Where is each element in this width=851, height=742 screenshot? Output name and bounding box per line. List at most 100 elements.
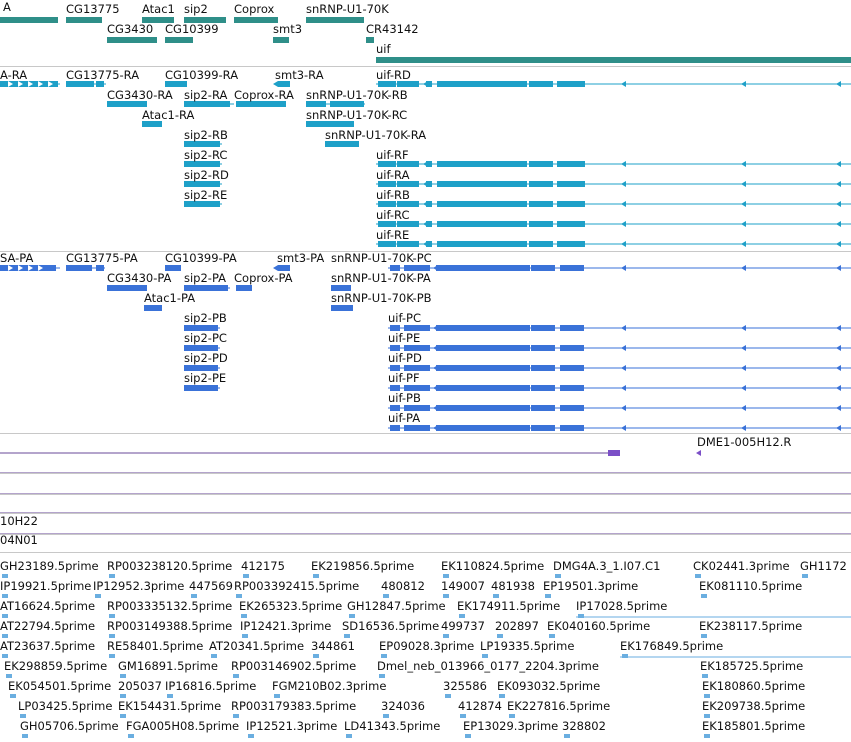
- est-feature[interactable]: [167, 694, 173, 698]
- protein-uif-exon[interactable]: [436, 405, 442, 411]
- protein-uif-exon[interactable]: [531, 425, 555, 431]
- transcript-uif-strand-arrow[interactable]: [423, 161, 428, 167]
- est-label[interactable]: GH12847.5prime: [347, 599, 446, 613]
- transcript-label[interactable]: snRNP-U1-70K-RB: [306, 88, 408, 102]
- est-label[interactable]: FGA005H08.5prime: [126, 719, 240, 733]
- protein-label[interactable]: uif-PE: [388, 331, 421, 345]
- protein-exon[interactable]: [184, 345, 218, 351]
- transcript-strand-arrow[interactable]: [18, 81, 23, 87]
- protein-label[interactable]: uif-PC: [388, 311, 422, 325]
- transcript-uif-strand-arrow[interactable]: [741, 241, 746, 247]
- protein-exon[interactable]: [165, 265, 181, 271]
- est-label[interactable]: EK174911.5prime: [457, 599, 561, 613]
- protein-uif-exon[interactable]: [436, 325, 442, 331]
- est-label[interactable]: 412175: [241, 559, 285, 573]
- protein-uif-exon[interactable]: [390, 405, 400, 411]
- transcript-uif-strand-arrow[interactable]: [621, 241, 626, 247]
- est-feature[interactable]: [701, 634, 707, 638]
- est-feature[interactable]: [95, 594, 101, 598]
- protein-uif-exon[interactable]: [531, 385, 555, 391]
- transcript-label[interactable]: uif-RB: [376, 188, 410, 202]
- protein-uif-exon[interactable]: [436, 365, 442, 371]
- gene-label[interactable]: CG3430: [107, 22, 154, 36]
- transcript-strand-arrow[interactable]: [273, 81, 278, 87]
- gene-label[interactable]: A: [3, 0, 11, 14]
- protein-uif-exon[interactable]: [390, 385, 400, 391]
- est-feature[interactable]: [109, 574, 115, 578]
- est-feature[interactable]: [802, 574, 808, 578]
- est-feature[interactable]: [564, 734, 570, 738]
- transcript-label[interactable]: sip2-RD: [184, 168, 229, 182]
- est-label[interactable]: 480812: [381, 579, 425, 593]
- transcript-exon[interactable]: [184, 201, 220, 207]
- est-feature[interactable]: [10, 694, 16, 698]
- transcript-label[interactable]: uif-RF: [376, 148, 409, 162]
- est-feature[interactable]: [349, 614, 355, 618]
- transcript-uif-rd-strand-arrow[interactable]: [621, 81, 626, 87]
- est-feature[interactable]: [545, 594, 551, 598]
- est-feature[interactable]: [109, 614, 115, 618]
- protein-uif-exon[interactable]: [560, 425, 584, 431]
- protein-uif-exon[interactable]: [404, 425, 430, 431]
- protein-exon[interactable]: [331, 305, 353, 311]
- gene-label[interactable]: sip2: [184, 2, 208, 16]
- protein-uif-strand-arrow[interactable]: [433, 385, 438, 391]
- protein-exon[interactable]: [107, 285, 147, 291]
- est-feature[interactable]: [704, 694, 710, 698]
- transcript-exon[interactable]: [142, 121, 162, 127]
- est-label[interactable]: EP09028.3prime: [379, 639, 475, 653]
- gene-feature[interactable]: [165, 37, 193, 43]
- est-label[interactable]: RP003238120.5prime: [107, 559, 233, 573]
- protein-exon[interactable]: [184, 325, 218, 331]
- est-label[interactable]: GH1172: [800, 559, 847, 573]
- clone-end-arrow[interactable]: [696, 450, 701, 456]
- est-label[interactable]: EP13029.3prime: [463, 719, 559, 733]
- protein-uif-pc-strand-arrow[interactable]: [433, 265, 438, 271]
- transcript-label[interactable]: uif-RD: [376, 68, 411, 82]
- protein-uif-strand-arrow[interactable]: [836, 345, 841, 351]
- protein-uif-pc-exon[interactable]: [560, 265, 584, 271]
- est-label[interactable]: 447569: [189, 579, 233, 593]
- gene-feature[interactable]: [184, 17, 226, 23]
- est-label[interactable]: LP19335.5prime: [480, 639, 575, 653]
- est-label[interactable]: RP003179383.5prime: [231, 699, 357, 713]
- transcript-exon[interactable]: [184, 101, 230, 107]
- transcript-strand-arrow[interactable]: [38, 81, 43, 87]
- gene-label[interactable]: Atac1: [142, 2, 175, 16]
- transcript-uif-exon[interactable]: [557, 221, 585, 227]
- protein-uif-exon[interactable]: [404, 365, 430, 371]
- protein-label[interactable]: snRNP-U1-70K-PA: [331, 271, 431, 285]
- protein-label[interactable]: Coprox-PA: [234, 271, 293, 285]
- est-feature[interactable]: [482, 654, 488, 658]
- transcript-uif-exon[interactable]: [397, 241, 419, 247]
- transcript-exon[interactable]: [325, 141, 359, 147]
- est-feature[interactable]: [383, 594, 389, 598]
- transcript-uif-exon[interactable]: [437, 181, 527, 187]
- transcript-uif-rd-exon[interactable]: [557, 81, 585, 87]
- protein-uif-pc-exon[interactable]: [390, 265, 400, 271]
- est-feature[interactable]: [465, 734, 471, 738]
- transcript-uif-exon[interactable]: [397, 221, 419, 227]
- transcript-label[interactable]: sip2-RA: [184, 88, 228, 102]
- transcript-label[interactable]: uif-RE: [376, 228, 410, 242]
- protein-uif-exon[interactable]: [531, 405, 555, 411]
- gene-feature[interactable]: [306, 17, 364, 23]
- protein-label[interactable]: SA-PA: [0, 251, 34, 265]
- est-label[interactable]: Dmel_neb_013966_0177_2204.3prime: [377, 659, 599, 673]
- protein-strand-arrow[interactable]: [273, 265, 278, 271]
- est-feature[interactable]: [379, 674, 385, 678]
- transcript-strand-arrow[interactable]: [28, 81, 33, 87]
- est-feature[interactable]: [233, 714, 239, 718]
- clone-label[interactable]: 04N01: [0, 533, 38, 547]
- est-label[interactable]: EK265323.5prime: [239, 599, 343, 613]
- est-feature[interactable]: [241, 614, 247, 618]
- est-label[interactable]: EK185801.5prime: [702, 719, 806, 733]
- est-feature[interactable]: [128, 734, 134, 738]
- est-label[interactable]: EK110824.5prime: [441, 559, 545, 573]
- transcript-uif-strand-arrow[interactable]: [621, 161, 626, 167]
- gene-label[interactable]: smt3: [273, 22, 303, 36]
- est-label[interactable]: 412874: [458, 699, 502, 713]
- protein-uif-strand-arrow[interactable]: [741, 385, 746, 391]
- est-label[interactable]: GM16891.5prime: [118, 659, 218, 673]
- transcript-uif-exon[interactable]: [378, 161, 396, 167]
